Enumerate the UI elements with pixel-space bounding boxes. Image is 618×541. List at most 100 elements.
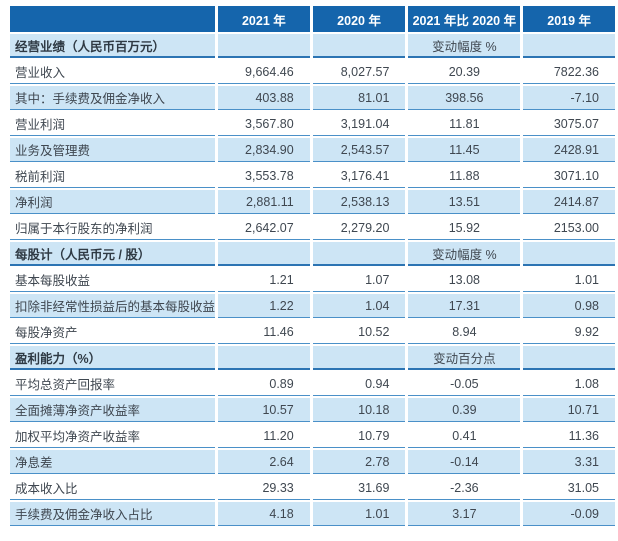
value-cell: 29.33 <box>218 476 310 500</box>
value-cell: 2153.00 <box>523 216 615 240</box>
row-label-cell: 扣除非经常性损益后的基本每股收益 <box>10 294 216 318</box>
value-cell: 2,834.90 <box>218 138 310 162</box>
table-header: 2021 年 2020 年 2021 年比 2020 年 2019 年 <box>10 6 615 32</box>
empty-cell <box>218 346 310 370</box>
row-label-cell: 经营业绩（人民币百万元） <box>10 34 216 58</box>
value-cell: 0.39 <box>408 398 521 422</box>
value-cell: 11.36 <box>523 424 615 448</box>
value-cell: 2,279.20 <box>312 216 406 240</box>
value-cell: 0.98 <box>523 294 615 318</box>
financial-summary: 2021 年 2020 年 2021 年比 2020 年 2019 年 经营业绩… <box>7 4 618 528</box>
value-cell: 13.51 <box>408 190 521 214</box>
section-note-cell: 变动百分点 <box>408 346 521 370</box>
value-cell: 1.08 <box>523 372 615 396</box>
value-cell: 11.46 <box>218 320 310 344</box>
row-label-cell: 归属于本行股东的净利润 <box>10 216 216 240</box>
data-row: 归属于本行股东的净利润 2,642.07 2,279.20 15.92 2153.00 <box>10 216 615 240</box>
header-row: 2021 年 2020 年 2021 年比 2020 年 2019 年 <box>10 6 615 32</box>
row-label-cell: 手续费及佣金净收入占比 <box>10 502 216 526</box>
value-cell: 10.57 <box>218 398 310 422</box>
empty-cell <box>312 346 406 370</box>
value-cell: 3,176.41 <box>312 164 406 188</box>
table-body: 经营业绩（人民币百万元） 变动幅度 % 营业收入 9,664.46 8,027.57 20… <box>10 34 615 526</box>
value-cell: 20.39 <box>408 60 521 84</box>
value-cell: -2.36 <box>408 476 521 500</box>
row-label-cell: 盈利能力（%） <box>10 346 216 370</box>
row-label-cell: 净息差 <box>10 450 216 474</box>
row-label-cell: 基本每股收益 <box>10 268 216 292</box>
value-cell: 11.88 <box>408 164 521 188</box>
financial-summary-table: 2021 年 2020 年 2021 年比 2020 年 2019 年 经营业绩… <box>7 4 618 528</box>
data-row: 净利润 2,881.11 2,538.13 13.51 2414.87 <box>10 190 615 214</box>
value-cell: 81.01 <box>312 86 406 110</box>
data-row: 每股净资产 11.46 10.52 8.94 9.92 <box>10 320 615 344</box>
section-row: 经营业绩（人民币百万元） 变动幅度 % <box>10 34 615 58</box>
data-row: 平均总资产回报率 0.89 0.94 -0.05 1.08 <box>10 372 615 396</box>
empty-cell <box>312 242 406 266</box>
value-cell: 1.01 <box>312 502 406 526</box>
value-cell: 1.01 <box>523 268 615 292</box>
row-label-cell: 其中：手续费及佣金净收入 <box>10 86 216 110</box>
value-cell: 11.45 <box>408 138 521 162</box>
value-cell: 3075.07 <box>523 112 615 136</box>
value-cell: 2,538.13 <box>312 190 406 214</box>
empty-cell <box>218 34 310 58</box>
value-cell: 2,642.07 <box>218 216 310 240</box>
row-label-cell: 平均总资产回报率 <box>10 372 216 396</box>
data-row: 业务及管理费 2,834.90 2,543.57 11.45 2428.91 <box>10 138 615 162</box>
value-cell: 10.71 <box>523 398 615 422</box>
value-cell: 2,881.11 <box>218 190 310 214</box>
row-label-cell: 全面摊薄净资产收益率 <box>10 398 216 422</box>
data-row: 税前利润 3,553.78 3,176.41 11.88 3071.10 <box>10 164 615 188</box>
value-cell: 3,553.78 <box>218 164 310 188</box>
row-label-cell: 每股计（人民币元 / 股） <box>10 242 216 266</box>
value-cell: 17.31 <box>408 294 521 318</box>
value-cell: 4.18 <box>218 502 310 526</box>
value-cell: 3.31 <box>523 450 615 474</box>
value-cell: 1.22 <box>218 294 310 318</box>
value-cell: 9.92 <box>523 320 615 344</box>
value-cell: 10.79 <box>312 424 406 448</box>
data-row: 扣除非经常性损益后的基本每股收益 1.22 1.04 17.31 0.98 <box>10 294 615 318</box>
value-cell: 1.07 <box>312 268 406 292</box>
value-cell: 11.81 <box>408 112 521 136</box>
value-cell: 2,543.57 <box>312 138 406 162</box>
value-cell: 11.20 <box>218 424 310 448</box>
column-header-empty <box>10 6 216 32</box>
empty-cell <box>523 34 615 58</box>
data-row: 营业利润 3,567.80 3,191.04 11.81 3075.07 <box>10 112 615 136</box>
value-cell: 0.89 <box>218 372 310 396</box>
row-label-cell: 业务及管理费 <box>10 138 216 162</box>
value-cell: 13.08 <box>408 268 521 292</box>
value-cell: -0.05 <box>408 372 521 396</box>
value-cell: 8.94 <box>408 320 521 344</box>
data-row: 加权平均净资产收益率 11.20 10.79 0.41 11.36 <box>10 424 615 448</box>
column-header-2021: 2021 年 <box>218 6 310 32</box>
empty-cell <box>218 242 310 266</box>
value-cell: 3071.10 <box>523 164 615 188</box>
value-cell: 3.17 <box>408 502 521 526</box>
value-cell: -0.14 <box>408 450 521 474</box>
column-header-2020: 2020 年 <box>312 6 406 32</box>
section-note-cell: 变动幅度 % <box>408 34 521 58</box>
value-cell: 398.56 <box>408 86 521 110</box>
value-cell: 7822.36 <box>523 60 615 84</box>
data-row: 基本每股收益 1.21 1.07 13.08 1.01 <box>10 268 615 292</box>
data-row: 全面摊薄净资产收益率 10.57 10.18 0.39 10.71 <box>10 398 615 422</box>
empty-cell <box>523 346 615 370</box>
value-cell: 8,027.57 <box>312 60 406 84</box>
value-cell: 1.21 <box>218 268 310 292</box>
row-label-cell: 税前利润 <box>10 164 216 188</box>
empty-cell <box>523 242 615 266</box>
value-cell: 2414.87 <box>523 190 615 214</box>
value-cell: 10.18 <box>312 398 406 422</box>
row-label-cell: 成本收入比 <box>10 476 216 500</box>
value-cell: 31.05 <box>523 476 615 500</box>
empty-cell <box>312 34 406 58</box>
data-row: 手续费及佣金净收入占比 4.18 1.01 3.17 -0.09 <box>10 502 615 526</box>
value-cell: -7.10 <box>523 86 615 110</box>
value-cell: 2.78 <box>312 450 406 474</box>
value-cell: 9,664.46 <box>218 60 310 84</box>
row-label-cell: 净利润 <box>10 190 216 214</box>
value-cell: 1.04 <box>312 294 406 318</box>
